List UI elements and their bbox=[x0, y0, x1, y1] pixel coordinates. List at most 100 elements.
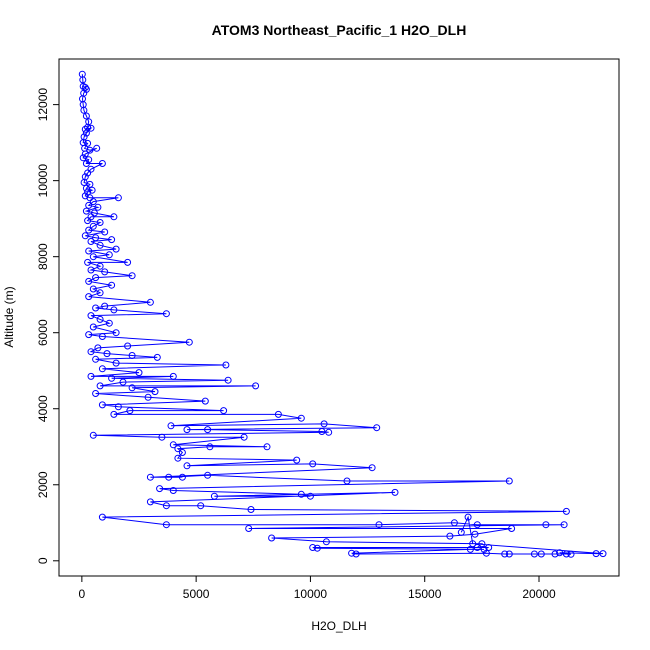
data-point-105 bbox=[201, 397, 209, 405]
data-point-49 bbox=[81, 232, 89, 240]
data-point-13 bbox=[87, 124, 95, 132]
series-line bbox=[81, 74, 604, 555]
data-point-149 bbox=[562, 507, 570, 515]
y-tick-label: 2000 bbox=[36, 471, 50, 498]
data-point-71 bbox=[101, 302, 109, 310]
data-point-86 bbox=[103, 350, 111, 358]
data-point-182 bbox=[599, 550, 607, 558]
data-point-59 bbox=[84, 258, 92, 266]
data-point-98 bbox=[119, 378, 127, 386]
data-point-136 bbox=[204, 471, 212, 479]
data-point-46 bbox=[89, 222, 97, 230]
data-point-73 bbox=[110, 306, 118, 314]
data-point-44 bbox=[84, 217, 92, 225]
data-point-159 bbox=[471, 530, 479, 538]
data-point-124 bbox=[263, 443, 271, 451]
data-point-144 bbox=[391, 488, 399, 496]
data-point-17 bbox=[84, 139, 92, 147]
data-point-114 bbox=[320, 420, 328, 428]
data-point-64 bbox=[92, 274, 100, 282]
x-axis: 0 5000 10000 15000 20000 bbox=[79, 576, 556, 601]
data-point-150 bbox=[98, 513, 106, 521]
data-point-133 bbox=[146, 473, 154, 481]
data-point-27 bbox=[84, 169, 92, 177]
data-point-147 bbox=[197, 502, 205, 510]
data-point-99 bbox=[96, 382, 104, 390]
data-point-143 bbox=[210, 492, 218, 500]
data-point-146 bbox=[162, 502, 170, 510]
data-point-167 bbox=[313, 544, 321, 552]
data-point-117 bbox=[204, 426, 212, 434]
chart-title: ATOM3 Northeast_Pacific_1 H2O_DLH bbox=[212, 22, 467, 38]
data-point-87 bbox=[128, 352, 136, 359]
data-point-115 bbox=[373, 424, 381, 432]
y-tick-label: 12000 bbox=[36, 88, 50, 122]
data-point-82 bbox=[185, 338, 193, 346]
data-point-77 bbox=[105, 319, 113, 327]
y-tick-label: 4000 bbox=[36, 395, 50, 422]
data-point-165 bbox=[485, 544, 493, 551]
data-point-129 bbox=[293, 456, 301, 464]
data-point-103 bbox=[92, 390, 100, 397]
data-point-92 bbox=[98, 365, 106, 373]
y-tick-label: 8000 bbox=[36, 243, 50, 270]
data-point-14 bbox=[82, 129, 90, 137]
data-point-9 bbox=[82, 112, 90, 120]
data-point-80 bbox=[85, 331, 93, 339]
data-point-142 bbox=[306, 492, 314, 500]
data-point-108 bbox=[220, 407, 228, 415]
data-point-25 bbox=[98, 160, 106, 167]
data-point-141 bbox=[297, 490, 305, 498]
data-point-178 bbox=[562, 550, 570, 558]
data-point-79 bbox=[112, 329, 120, 337]
data-point-171 bbox=[352, 550, 360, 558]
data-point-148 bbox=[247, 506, 255, 513]
data-point-94 bbox=[87, 372, 95, 380]
x-tick-label: 5000 bbox=[183, 587, 210, 601]
data-point-81 bbox=[98, 333, 106, 340]
data-point-84 bbox=[94, 344, 102, 352]
data-point-154 bbox=[473, 521, 481, 529]
y-tick-label: 6000 bbox=[36, 319, 50, 346]
data-point-21 bbox=[81, 150, 89, 158]
data-point-66 bbox=[108, 281, 116, 289]
data-point-61 bbox=[87, 266, 95, 274]
x-tick-label: 15000 bbox=[408, 587, 442, 601]
data-point-106 bbox=[98, 401, 106, 409]
data-point-145 bbox=[146, 498, 154, 506]
data-point-75 bbox=[87, 312, 95, 320]
data-point-36 bbox=[114, 194, 122, 202]
data-point-112 bbox=[297, 414, 305, 422]
data-point-158 bbox=[508, 525, 516, 532]
data-point-153 bbox=[450, 519, 458, 527]
data-point-161 bbox=[268, 534, 276, 542]
data-point-155 bbox=[542, 521, 550, 529]
data-point-70 bbox=[146, 298, 154, 306]
data-point-60 bbox=[96, 262, 104, 270]
data-point-40 bbox=[82, 207, 90, 215]
y-axis-label: Altitude (m) bbox=[2, 286, 16, 347]
data-point-63 bbox=[128, 272, 136, 280]
data-point-65 bbox=[85, 277, 93, 285]
data-point-126 bbox=[174, 445, 182, 453]
data-point-24 bbox=[82, 160, 90, 167]
data-point-90 bbox=[112, 359, 120, 367]
data-point-55 bbox=[85, 247, 93, 255]
data-point-170 bbox=[348, 549, 356, 557]
data-point-169 bbox=[466, 545, 474, 553]
data-point-132 bbox=[368, 464, 376, 472]
data-point-30 bbox=[86, 180, 94, 188]
data-point-107 bbox=[114, 403, 122, 411]
data-point-137 bbox=[343, 477, 351, 485]
data-point-57 bbox=[89, 253, 97, 261]
data-point-152 bbox=[375, 521, 383, 529]
y-axis: 0 2000 4000 6000 8000 10000 12000 bbox=[36, 88, 59, 564]
data-point-134 bbox=[178, 473, 186, 481]
data-point-51 bbox=[108, 236, 116, 244]
data-point-125 bbox=[206, 443, 214, 451]
data-point-19 bbox=[86, 146, 94, 154]
data-point-181 bbox=[592, 550, 600, 558]
data-point-91 bbox=[222, 361, 230, 369]
data-point-184 bbox=[464, 513, 472, 521]
